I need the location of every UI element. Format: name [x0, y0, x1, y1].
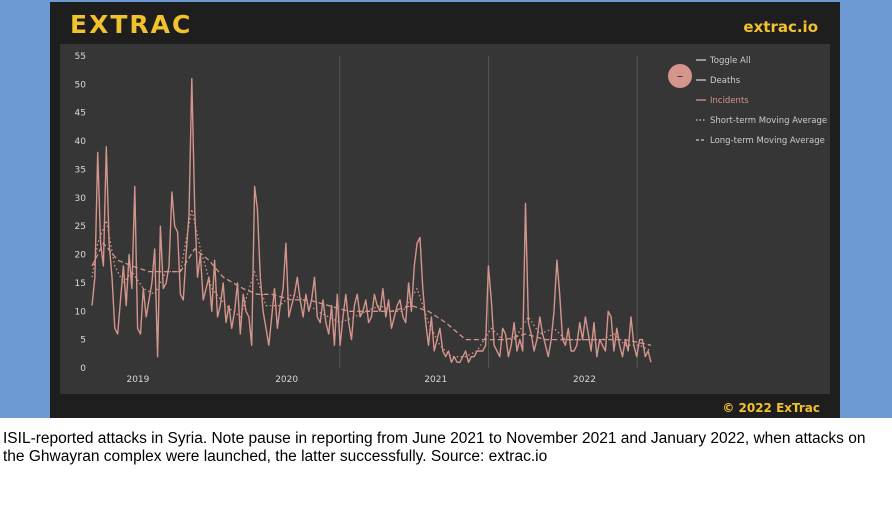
y-tick-label-30: 30 — [75, 194, 87, 204]
minus-icon: – — [677, 69, 683, 83]
y-tick-label-0: 0 — [80, 364, 86, 374]
legend: Toggle All Deaths Incidents Short-term Movi… — [696, 56, 827, 146]
site-link[interactable]: extrac.io — [743, 18, 818, 36]
x-axis: 2019 2020 2021 2022 — [126, 375, 595, 385]
figure-caption: ISIL-reported attacks in Syria. Note pau… — [3, 430, 866, 465]
copyright-notice: © 2022 ExTrac — [722, 401, 820, 415]
legend-item-toggle-all[interactable]: Toggle All — [709, 56, 751, 66]
x-tick-label-2020: 2020 — [275, 375, 298, 385]
y-tick-label-20: 20 — [75, 251, 87, 261]
y-tick-label-10: 10 — [75, 307, 87, 317]
y-tick-label-50: 50 — [75, 80, 87, 90]
y-tick-label-35: 35 — [75, 165, 86, 175]
legend-item-incidents[interactable]: Incidents — [710, 96, 749, 106]
legend-item-long-term-moving-average[interactable]: Long-term Moving Average — [710, 136, 825, 146]
x-tick-label-2019: 2019 — [126, 375, 149, 385]
x-tick-label-2022: 2022 — [573, 375, 596, 385]
y-tick-label-55: 55 — [75, 52, 86, 62]
y-axis: 0 5 10 15 20 25 30 35 40 45 50 55 — [75, 52, 87, 374]
y-tick-label-45: 45 — [75, 109, 86, 119]
series-line-long-term-moving-average — [91, 242, 652, 346]
y-tick-label-40: 40 — [75, 137, 87, 147]
toggle-circle[interactable] — [668, 64, 692, 88]
image-frame: EXTRAC extrac.io 0 5 10 15 20 25 30 35 40 45 50 55 … — [0, 0, 892, 418]
series-line-short-term-moving-average — [91, 208, 652, 358]
legend-item-short-term-moving-average[interactable]: Short-term Moving Average — [710, 116, 827, 126]
y-tick-label-5: 5 — [80, 336, 86, 346]
y-tick-label-15: 15 — [75, 279, 86, 289]
chart-area: 0 5 10 15 20 25 30 35 40 45 50 55 2019 2020 2021 2022 … — [60, 44, 830, 394]
series-lines — [91, 78, 652, 363]
x-tick-label-2021: 2021 — [424, 375, 447, 385]
series-line-incidents — [91, 78, 652, 363]
legend-item-deaths[interactable]: Deaths — [710, 76, 741, 86]
year-gridlines — [339, 56, 638, 368]
collapse-toggle-button[interactable]: – — [668, 64, 692, 88]
y-tick-label-25: 25 — [75, 222, 86, 232]
dashboard-panel: EXTRAC extrac.io 0 5 10 15 20 25 30 35 40 45 50 55 … — [50, 2, 840, 418]
extrac-logo: EXTRAC — [70, 10, 193, 39]
